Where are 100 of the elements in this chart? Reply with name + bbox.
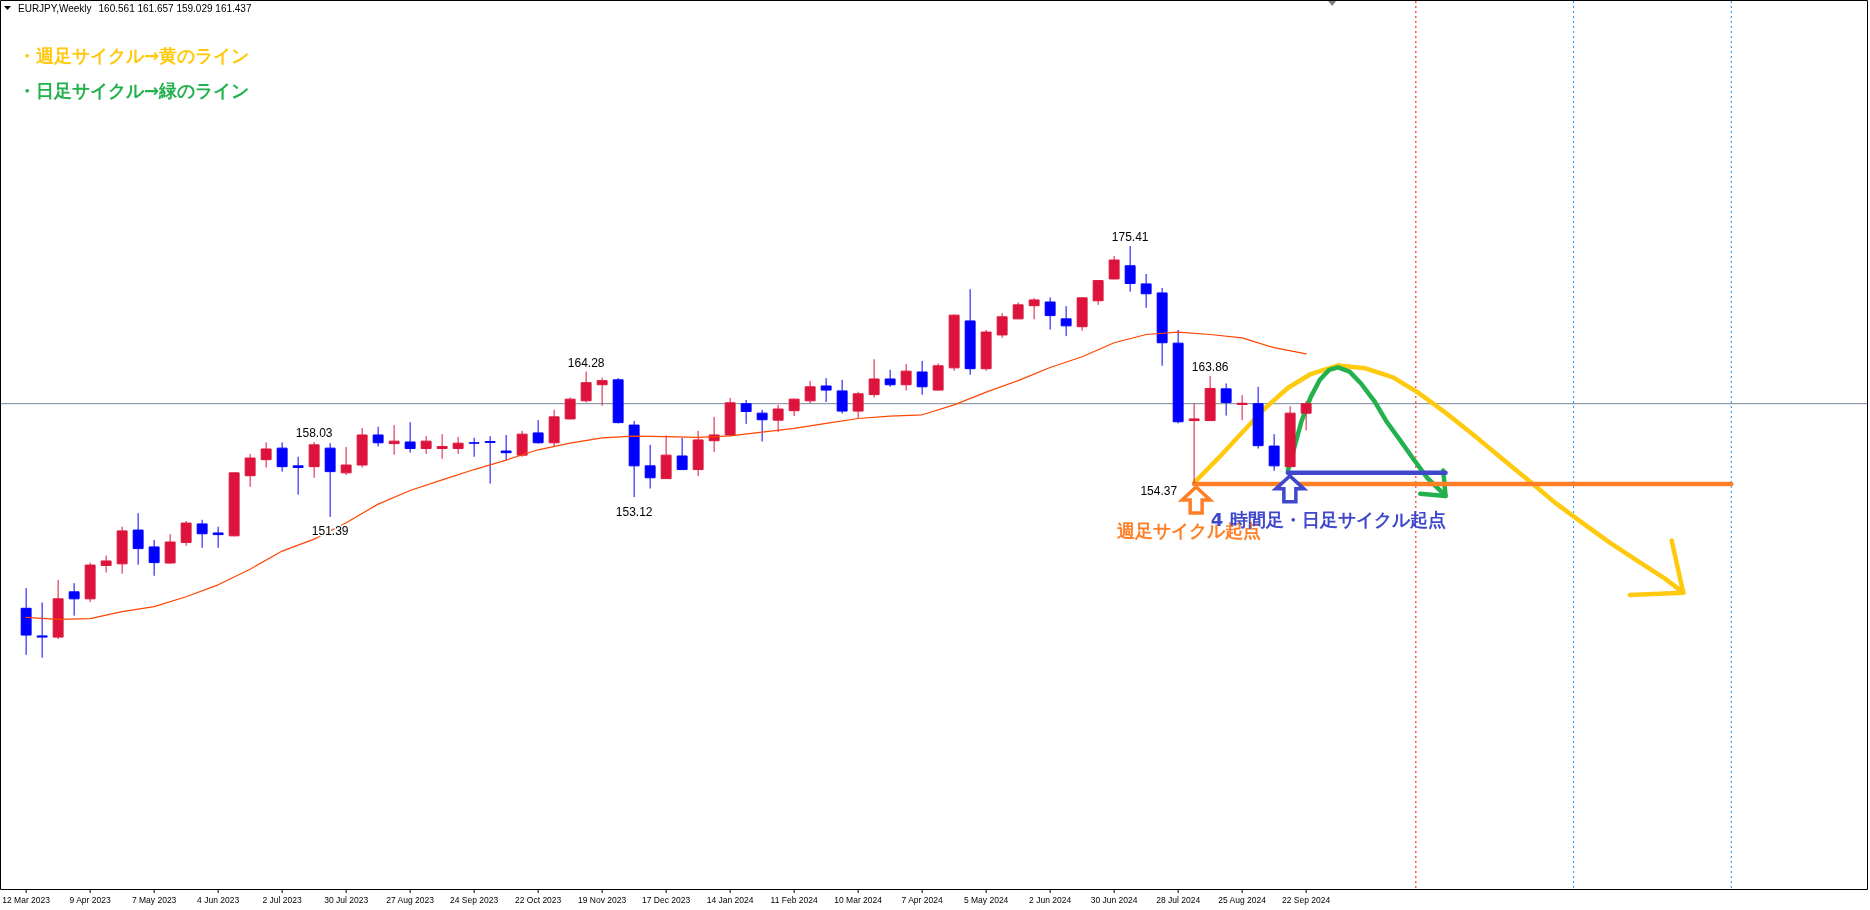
- x-tick-label: 4 Jun 2023: [197, 895, 240, 905]
- x-tick-label: 11 Feb 2024: [770, 895, 818, 905]
- candlestick: [1012, 301, 1024, 320]
- x-tick-label: 12 Mar 2023: [2, 895, 51, 905]
- candlestick: [932, 362, 944, 392]
- x-tick-label: 28 Jul 2024: [1156, 895, 1201, 905]
- chart-title: EURJPY,Weekly: [18, 3, 92, 14]
- candlestick: [1204, 375, 1216, 422]
- candlestick: [1156, 287, 1168, 367]
- candlestick: [500, 434, 512, 461]
- candlestick: [1140, 273, 1152, 309]
- candlestick: [804, 380, 816, 404]
- candlestick: [260, 441, 272, 468]
- candlestick: [756, 409, 768, 443]
- candlestick: [148, 539, 160, 577]
- x-tick-label: 24 Sep 2023: [450, 895, 499, 905]
- candlestick: [1188, 402, 1200, 484]
- x-tick-label: 25 Aug 2024: [1218, 895, 1267, 905]
- candlestick: [36, 602, 48, 659]
- candlestick: [516, 430, 528, 458]
- x-tick-label: 17 Dec 2023: [642, 895, 691, 905]
- candlestick: [372, 426, 384, 447]
- x-tick-label: 2 Jun 2024: [1029, 895, 1072, 905]
- candlestick: [1236, 394, 1248, 421]
- x-tick-label: 22 Sep 2024: [1282, 895, 1331, 905]
- candlestick: [132, 512, 144, 566]
- candlestick: [420, 435, 432, 455]
- x-tick-label: 2 Jul 2023: [262, 895, 303, 905]
- candlestick: [324, 442, 336, 518]
- candlestick: [852, 391, 864, 419]
- candlestick: [900, 363, 912, 392]
- candlestick: [596, 377, 608, 407]
- candlestick: [1076, 296, 1088, 332]
- candlestick: [564, 397, 576, 420]
- candlestick: [996, 312, 1008, 339]
- candlestick: [100, 555, 112, 573]
- candlestick: [532, 419, 544, 445]
- candlestick: [84, 562, 96, 603]
- annotation: 154.37: [1140, 484, 1178, 499]
- candlestick: [1044, 296, 1056, 331]
- text: ・週足サイクル→黄のライン: [18, 44, 250, 66]
- candlestick: [452, 436, 464, 455]
- candlestick: [308, 441, 320, 479]
- candlestick: [1252, 386, 1264, 450]
- x-tick-label: 9 Apr 2023: [69, 895, 111, 905]
- candlestick: [820, 377, 832, 403]
- candlestick: [1220, 383, 1232, 417]
- candlestick: [948, 313, 960, 372]
- candlestick: [276, 441, 288, 473]
- candlestick: [52, 579, 64, 640]
- candlestick: [292, 456, 304, 496]
- candlestick: [1028, 297, 1040, 320]
- candlestick: [868, 358, 880, 399]
- annotation: 158.03: [295, 425, 333, 440]
- text: ・日足サイクル→緑のライン: [18, 79, 250, 101]
- candlestick: [484, 435, 496, 485]
- candlestick: [1268, 433, 1280, 472]
- candlestick: [788, 397, 800, 417]
- candlestick: [356, 427, 368, 468]
- x-tick-label: 27 Aug 2023: [386, 895, 435, 905]
- candlestick: [404, 421, 416, 454]
- candlestick: [436, 433, 448, 460]
- x-tick-label: 7 May 2023: [131, 895, 177, 905]
- x-tick-label: 19 Nov 2023: [578, 895, 627, 905]
- candlestick: [68, 582, 80, 617]
- candlestick: [388, 424, 400, 456]
- candlestick: [228, 471, 240, 537]
- candlestick: [244, 453, 256, 488]
- candlestick: [196, 519, 208, 549]
- x-tick-label: 7 Apr 2024: [901, 895, 943, 905]
- candlestick: [660, 434, 672, 480]
- candlestick: [468, 437, 480, 458]
- annotation: 153.12: [615, 504, 653, 519]
- candlestick: [836, 379, 848, 415]
- candlestick: [628, 420, 640, 498]
- annotation: 175.41: [1111, 230, 1149, 244]
- candlestick: [740, 399, 752, 425]
- x-tick-label: 14 Jan 2024: [706, 895, 754, 905]
- candlestick: [676, 437, 688, 471]
- candlestick: [724, 397, 736, 437]
- candlestick: [580, 371, 592, 403]
- candlestick: [884, 369, 896, 388]
- candlestick: [116, 526, 128, 575]
- candlestick: [340, 446, 352, 476]
- x-tick-label: 30 Jun 2024: [1090, 895, 1138, 905]
- candlestick: [1092, 279, 1104, 306]
- annotation: 164.28: [567, 355, 605, 370]
- candlestick: [692, 430, 704, 477]
- candlestick: [1108, 255, 1120, 280]
- x-tick-label: 5 May 2024: [963, 895, 1009, 905]
- annotation: 163.86: [1191, 360, 1229, 375]
- candlestick: [548, 409, 560, 447]
- candlestick: [20, 587, 32, 656]
- chart-subtitle: 160.561 161.657 159.029 161.437: [98, 3, 252, 14]
- candlestick: [180, 520, 192, 547]
- candlestick: [612, 377, 624, 424]
- candlestick: [1124, 245, 1136, 293]
- candlestick: [1172, 329, 1184, 424]
- candlestick: [980, 329, 992, 372]
- candlestick: [772, 404, 784, 433]
